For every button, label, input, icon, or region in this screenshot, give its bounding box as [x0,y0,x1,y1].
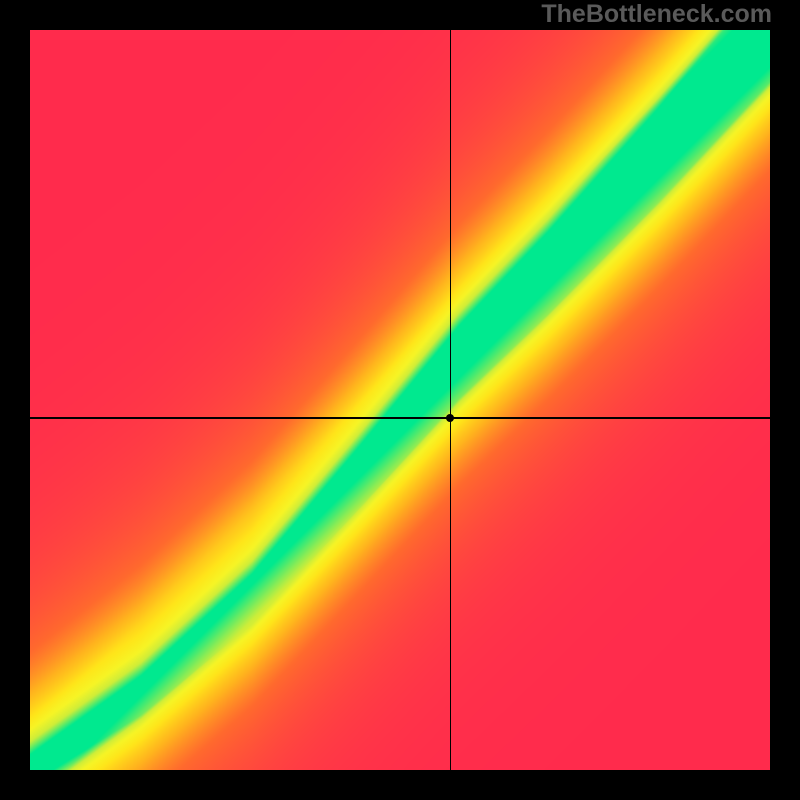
watermark-text: TheBottleneck.com [541,0,772,29]
bottleneck-heatmap [30,30,770,770]
crosshair-horizontal [30,417,770,419]
heatmap-canvas [30,30,770,770]
crosshair-vertical [450,30,452,770]
crosshair-marker [446,414,454,422]
